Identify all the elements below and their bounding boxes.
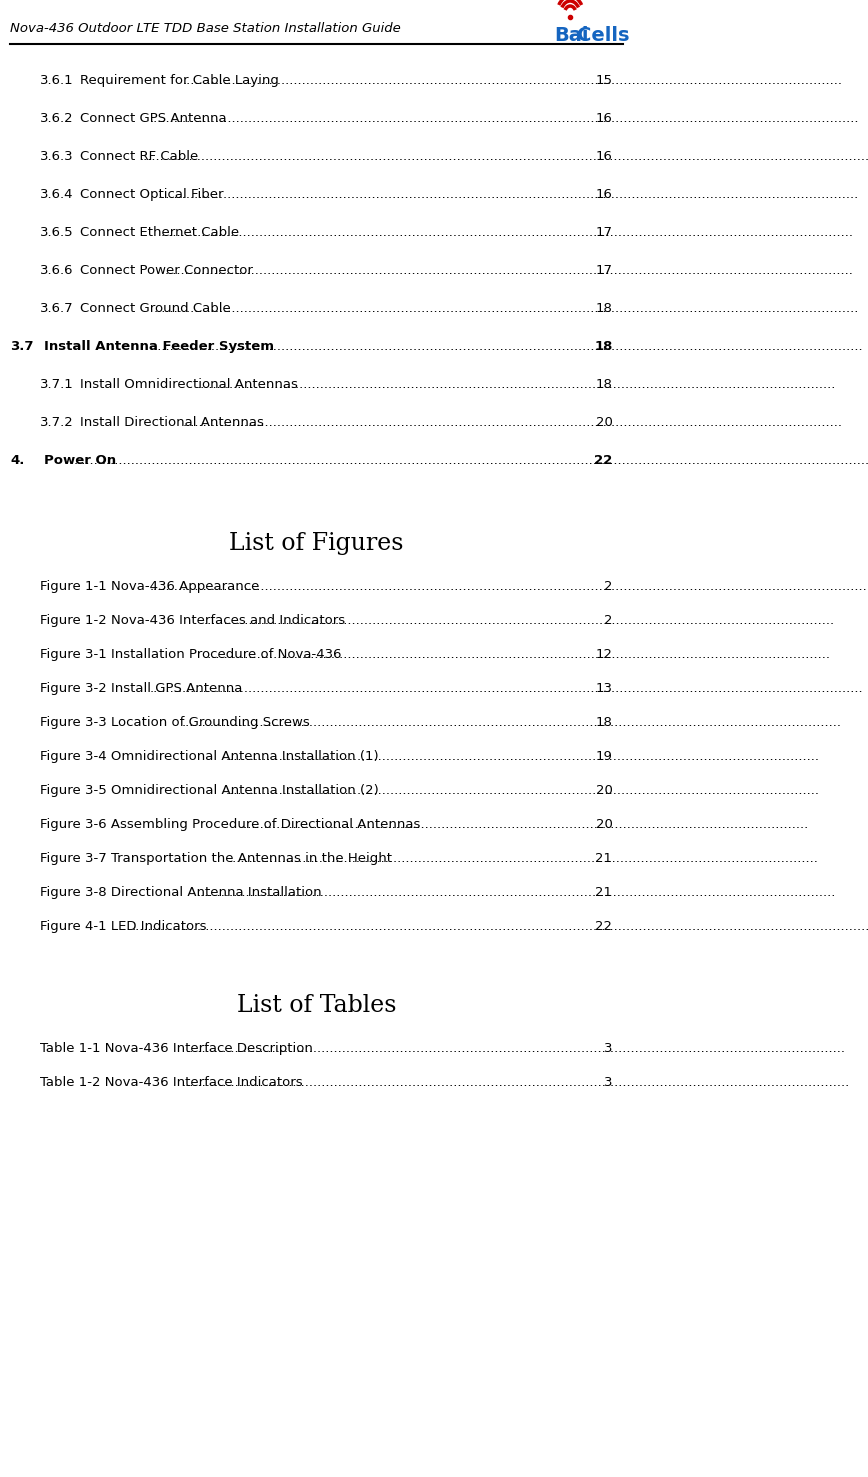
Text: ................................................................................: ........................................… [182,716,842,730]
Text: Connect Ethernet Cable: Connect Ethernet Cable [80,226,240,239]
Text: 3.6.3: 3.6.3 [40,151,74,162]
Text: 3.6.1: 3.6.1 [40,74,74,87]
Text: ................................................................................: ........................................… [196,886,836,899]
Text: ................................................................................: ........................................… [182,1077,851,1089]
Text: 18: 18 [594,340,613,353]
Text: 3.6.6: 3.6.6 [40,264,74,278]
Text: Connect RF Cable: Connect RF Cable [80,151,199,162]
Text: List of Figures: List of Figures [229,532,404,555]
Text: 15: 15 [595,74,613,87]
Text: 22: 22 [595,453,613,467]
Text: Cells: Cells [577,27,630,44]
Text: Install Directional Antennas: Install Directional Antennas [80,417,264,428]
Text: Connect Ground Cable: Connect Ground Cable [80,301,231,315]
Text: 22: 22 [595,920,613,933]
Text: 12: 12 [595,648,613,662]
Text: ................................................................................: ........................................… [149,682,864,696]
Text: ................................................................................: ........................................… [139,151,868,162]
Text: ................................................................................: ........................................… [149,580,867,592]
Text: Figure 1-1 Nova-436 Appearance: Figure 1-1 Nova-436 Appearance [40,580,260,592]
Text: Figure 3-6 Assembling Procedure of Directional Antennas: Figure 3-6 Assembling Procedure of Direc… [40,818,420,832]
Text: 18: 18 [595,378,613,391]
Text: Connect Optical Fiber: Connect Optical Fiber [80,188,224,201]
Text: ................................................................................: ........................................… [186,1041,845,1055]
Text: 16: 16 [595,188,613,201]
Text: 3.7.2: 3.7.2 [40,417,74,428]
Text: 18: 18 [595,716,613,730]
Text: Figure 1-2 Nova-436 Interfaces and Indicators: Figure 1-2 Nova-436 Interfaces and Indic… [40,614,345,628]
Text: ................................................................................: ........................................… [182,74,843,87]
Text: ................................................................................: ........................................… [226,750,819,764]
Text: List of Tables: List of Tables [237,994,396,1018]
Text: 17: 17 [595,226,613,239]
Text: ................................................................................: ........................................… [240,818,809,832]
Text: 3.6.5: 3.6.5 [40,226,74,239]
Text: 19: 19 [595,750,613,764]
Text: Figure 3-3 Location of Grounding Screws: Figure 3-3 Location of Grounding Screws [40,716,310,730]
Text: 3: 3 [604,1077,613,1089]
Text: 4.: 4. [10,453,24,467]
Text: 2: 2 [604,614,613,628]
Text: ................................................................................: ........................................… [182,417,843,428]
Text: ................................................................................: ........................................… [204,614,835,628]
Text: 3: 3 [604,1041,613,1055]
Text: Figure 3-4 Omnidirectional Antenna Installation (1): Figure 3-4 Omnidirectional Antenna Insta… [40,750,378,764]
Text: ................................................................................: ........................................… [165,264,853,278]
Text: Figure 3-1 Installation Procedure of Nova-436: Figure 3-1 Installation Procedure of Nov… [40,648,342,662]
Text: Figure 3-8 Directional Antenna Installation: Figure 3-8 Directional Antenna Installat… [40,886,322,899]
Text: 16: 16 [595,151,613,162]
Text: 3.7.1: 3.7.1 [40,378,74,391]
Text: Bai: Bai [554,27,589,44]
Text: Table 1-2 Nova-436 Interface Indicators: Table 1-2 Nova-436 Interface Indicators [40,1077,303,1089]
Text: ................................................................................: ........................................… [150,112,859,126]
Text: Figure 3-7 Transportation the Antennas in the Height: Figure 3-7 Transportation the Antennas i… [40,852,392,866]
Text: Install Omnidirectional Antennas: Install Omnidirectional Antennas [80,378,298,391]
Text: 20: 20 [595,417,613,428]
Text: 21: 21 [595,886,613,899]
Text: ................................................................................: ........................................… [161,226,854,239]
Text: Table 1-1 Nova-436 Interface Description: Table 1-1 Nova-436 Interface Description [40,1041,313,1055]
Text: ................................................................................: ........................................… [197,378,836,391]
Text: ................................................................................: ........................................… [229,852,819,866]
Text: 20: 20 [595,784,613,798]
Text: 3.6.4: 3.6.4 [40,188,74,201]
Text: 13: 13 [595,682,613,696]
Text: ................................................................................: ........................................… [149,340,864,353]
Text: 20: 20 [595,818,613,832]
Text: ................................................................................: ........................................… [157,188,858,201]
Text: ................................................................................: ........................................… [132,920,868,933]
Text: Install Antenna Feeder System: Install Antenna Feeder System [43,340,273,353]
Text: 2: 2 [604,580,613,592]
Text: Connect Power Connector: Connect Power Connector [80,264,253,278]
Text: 18: 18 [595,301,613,315]
Text: 3.7: 3.7 [10,340,34,353]
Text: 16: 16 [595,112,613,126]
Text: Figure 4-1 LED Indicators: Figure 4-1 LED Indicators [40,920,207,933]
Text: 17: 17 [595,264,613,278]
Text: Figure 3-2 Install GPS Antenna: Figure 3-2 Install GPS Antenna [40,682,242,696]
Text: ................................................................................: ........................................… [226,784,819,798]
Text: ................................................................................: ........................................… [154,301,859,315]
Text: Connect GPS Antenna: Connect GPS Antenna [80,112,227,126]
Text: Requirement for Cable Laying: Requirement for Cable Laying [80,74,279,87]
Text: 3.6.2: 3.6.2 [40,112,74,126]
Text: Nova-436 Outdoor LTE TDD Base Station Installation Guide: Nova-436 Outdoor LTE TDD Base Station In… [10,22,401,35]
Text: ................................................................................: ........................................… [74,453,868,467]
Text: 21: 21 [595,852,613,866]
Text: ................................................................................: ........................................… [204,648,831,662]
Text: 3.6.7: 3.6.7 [40,301,74,315]
Text: Figure 3-5 Omnidirectional Antenna Installation (2): Figure 3-5 Omnidirectional Antenna Insta… [40,784,378,798]
Text: Power On: Power On [43,453,115,467]
